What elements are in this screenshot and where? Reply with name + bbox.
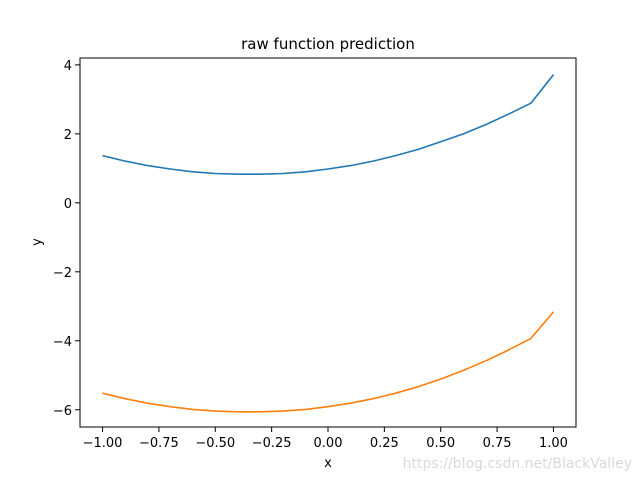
x-axis: −1.00 −0.75 −0.50 −0.25 0.00 0.25 0.50 0.75 1.00 bbox=[83, 427, 568, 451]
x-tick-label: 0.25 bbox=[370, 436, 399, 451]
x-tick-label: −1.00 bbox=[83, 436, 123, 451]
series-line-2 bbox=[102, 311, 555, 413]
x-tick-label: 0.00 bbox=[314, 436, 343, 451]
x-axis-label: x bbox=[324, 456, 332, 471]
x-tick-label: 0.50 bbox=[426, 436, 455, 451]
y-tick-label: −4 bbox=[53, 335, 72, 350]
watermark-text: https://blog.csdn.net/BlackValley bbox=[403, 456, 632, 472]
chart-title: raw function prediction bbox=[241, 35, 415, 53]
y-tick-label: −6 bbox=[53, 404, 72, 419]
x-tick-label: −0.75 bbox=[139, 436, 179, 451]
x-tick-label: −0.50 bbox=[195, 436, 235, 451]
y-axis-label: y bbox=[30, 238, 45, 246]
y-tick-label: 4 bbox=[64, 59, 72, 74]
y-tick-label: −2 bbox=[53, 266, 72, 281]
y-tick-label: 2 bbox=[64, 128, 72, 143]
x-tick-label: 0.75 bbox=[483, 436, 512, 451]
series-layer bbox=[102, 74, 555, 413]
plot-area bbox=[79, 57, 577, 428]
y-tick-label: 0 bbox=[64, 197, 72, 212]
x-tick-label: 1.00 bbox=[539, 436, 568, 451]
x-tick-label: −0.25 bbox=[252, 436, 292, 451]
series-line-1 bbox=[102, 74, 555, 175]
y-axis: −6 −4 −2 0 2 4 bbox=[53, 59, 80, 419]
